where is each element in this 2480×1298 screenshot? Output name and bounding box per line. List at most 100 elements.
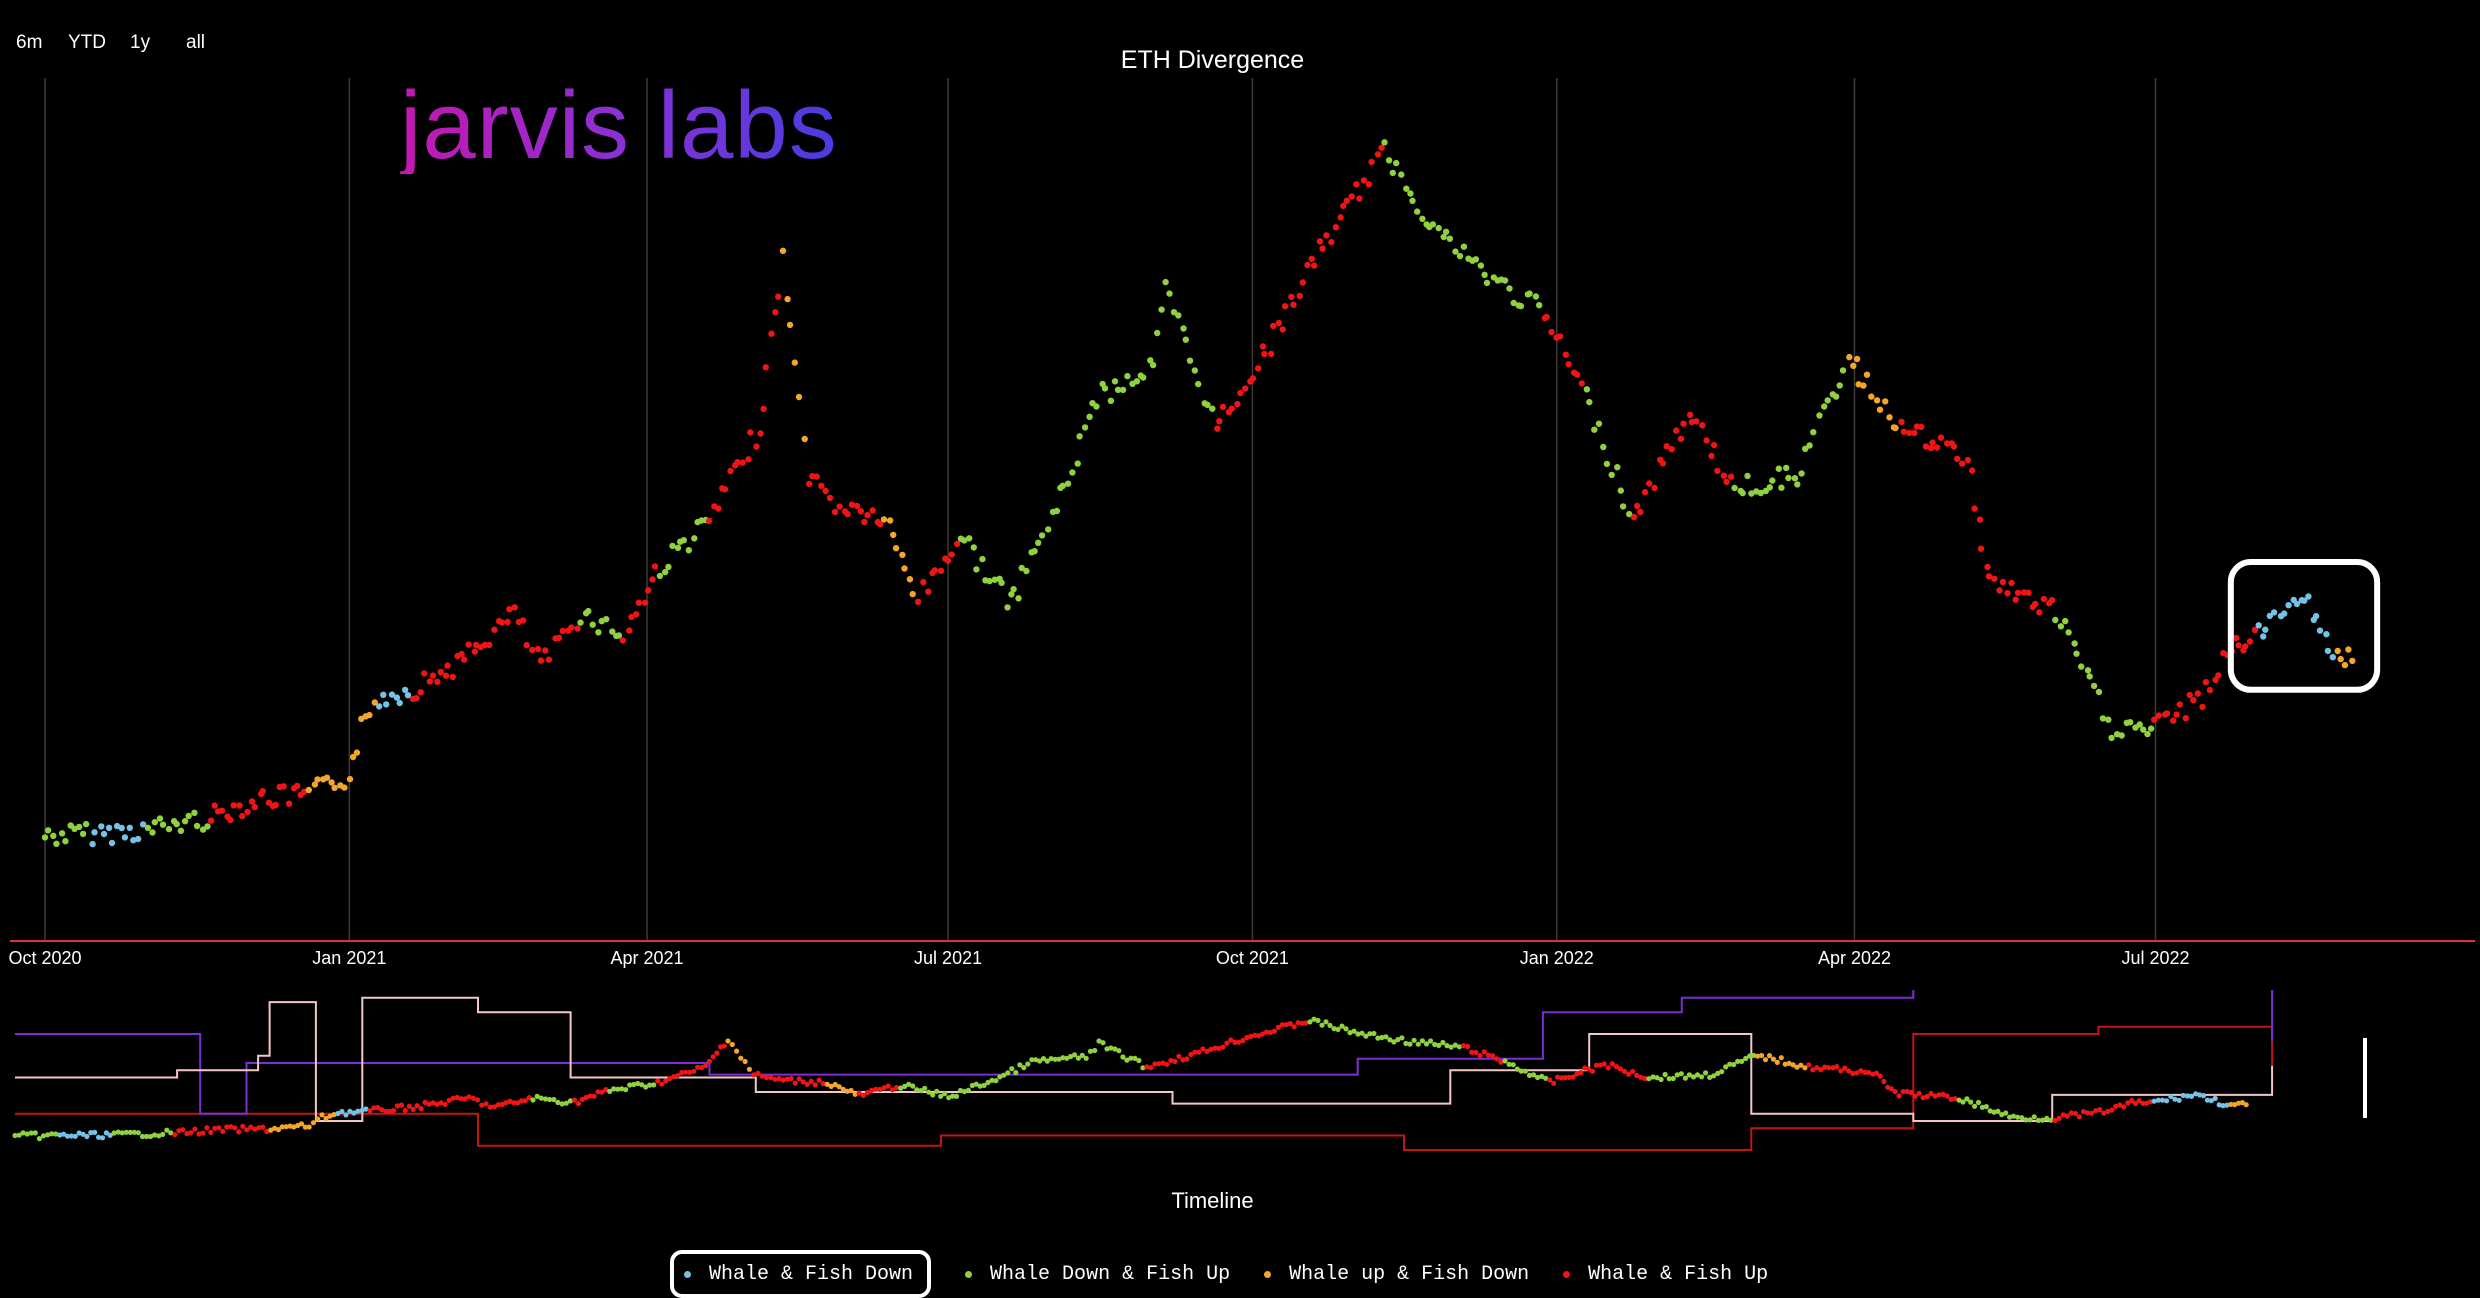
navigator-point [1543,1075,1549,1081]
data-point [745,456,752,463]
data-point [1794,481,1801,488]
navigator-point [1642,1075,1648,1082]
data-point [2312,612,2320,620]
data-point [2301,597,2308,604]
navigator-point [363,1106,369,1112]
navigator-point [298,1121,305,1127]
legend-marker [684,1270,691,1278]
navigator-point [1715,1070,1721,1076]
data-point [1634,502,1641,510]
data-point [491,626,498,633]
data-point [768,330,775,337]
data-point [41,834,49,841]
range-button-6m[interactable]: 6m [16,32,43,53]
navigator-point [279,1124,285,1130]
data-point [2293,600,2301,608]
navigator-point [2109,1107,2115,1113]
navigator-point [1526,1072,1533,1078]
navigator-point [742,1058,748,1065]
navigator-point [725,1038,731,1044]
navigator-point [1682,1075,1688,1081]
data-point [1573,371,1581,378]
data-point [906,576,914,583]
navigator-point [1908,1089,1914,1096]
data-point [156,815,164,822]
main-scatter-chart[interactable]: Oct 2020 Jan 2021 Apr 2021 Jul 2021 Oct 2021… [0,0,2480,970]
navigator-point [204,1125,210,1131]
data-point [1460,243,1468,250]
data-point [248,798,256,805]
navigator-point [1164,1061,1170,1067]
legend-item-whale-down-fish-up[interactable]: Whale Down & Fish Up [965,1254,1230,1294]
navigator-point [1490,1053,1496,1059]
navigator-point [2003,1110,2009,1116]
navigator-point [1224,1040,1230,1046]
legend-item-whale-fish-down[interactable]: Whale & Fish Down [670,1250,932,1298]
range-button-all[interactable]: all [186,32,206,53]
data-point [585,607,592,615]
data-point [1850,362,1857,369]
navigator-point [1810,1067,1816,1073]
navigator-point [655,1078,661,1084]
data-point [486,641,493,649]
data-point [323,774,331,781]
navigator-point [323,1115,329,1121]
navigator-point [1315,1017,1321,1024]
data-point [2140,726,2147,733]
navigator-point [1888,1086,1894,1092]
navigator-point [1452,1042,1458,1048]
navigator-point [1547,1077,1553,1083]
data-point [2281,610,2288,617]
data-point [568,624,575,631]
navigator-point [2125,1100,2131,1106]
navigator-point [216,1125,222,1131]
data-point [2337,655,2344,663]
data-point [434,678,441,685]
data-point [437,668,444,676]
navigator-point [1240,1038,1246,1044]
data-point [251,803,258,811]
navigator-point [555,1099,561,1106]
data-point [1477,262,1485,269]
range-button-ytd[interactable]: YTD [68,32,106,53]
navigator-point [1932,1093,1938,1099]
navigator-point [156,1133,162,1139]
navigator-point [1477,1053,1483,1059]
data-point [779,247,787,254]
navigator-point [1948,1096,1954,1102]
navigator-point [759,1073,765,1079]
navigator-point [938,1093,944,1099]
navigator-point [2164,1098,2170,1104]
navigator-point [1892,1089,1898,1095]
navigator-point [844,1088,850,1094]
data-point [1038,532,1046,539]
data-point [58,830,66,837]
navigator-point [2188,1093,2195,1099]
data-point [380,691,387,698]
legend-item-whale-fish-up[interactable]: Whale & Fish Up [1563,1254,1768,1294]
data-point [775,293,782,300]
navigator-point [402,1107,408,1114]
data-point [1536,302,1543,309]
navigator-chart[interactable] [0,990,2480,1170]
data-point [185,812,192,820]
navigator-point [256,1125,262,1131]
data-point [1214,425,1221,432]
navigator-point [1465,1043,1471,1049]
data-point [595,629,602,636]
range-button-1y[interactable]: 1y [130,32,151,53]
data-point [619,637,626,644]
navigator-point [2068,1110,2074,1116]
navigator-point [2056,1115,2062,1121]
navigator-point [1539,1073,1545,1079]
legend-marker [965,1270,973,1278]
data-point [691,535,698,542]
data-point [2099,715,2107,722]
legend-item-whale-up-fish-down[interactable]: Whale up & Fish Down [1264,1254,1529,1294]
data-point [1727,473,1735,480]
data-point [305,786,312,794]
data-point [349,753,357,761]
data-point [1699,422,1706,429]
navigator-point [1108,1045,1114,1051]
navigator-point [1279,1022,1285,1028]
